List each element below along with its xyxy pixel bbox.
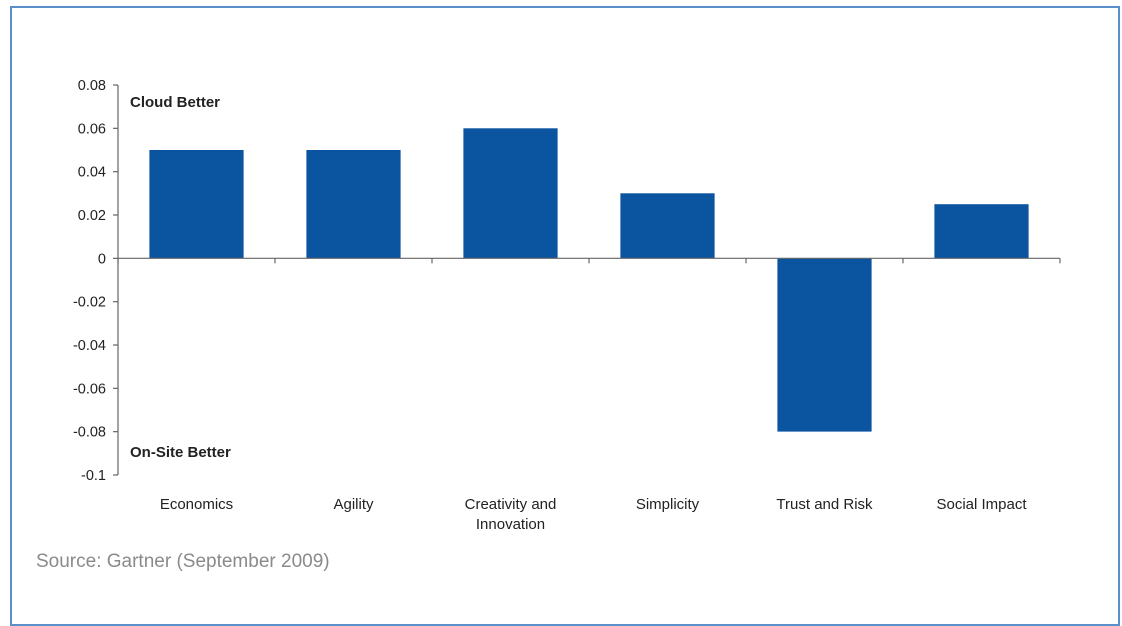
bar-creativity-and-innovation [463, 128, 558, 259]
y-tick-label: -0.04 [73, 338, 106, 354]
x-category-label: Economics [160, 496, 233, 513]
y-tick-label: -0.1 [81, 468, 106, 484]
y-tick-label: -0.08 [73, 425, 106, 441]
chart-frame [10, 6, 1120, 626]
y-tick-label: 0.08 [78, 78, 106, 94]
y-tick-label: 0.06 [78, 121, 106, 137]
x-category-label: Trust and Risk [776, 496, 873, 513]
bar-agility [306, 150, 401, 259]
y-tick-label: -0.02 [73, 295, 106, 311]
x-category-label: Social Impact [936, 496, 1027, 513]
y-tick-label: -0.06 [73, 381, 106, 397]
bar-economics [149, 150, 244, 259]
y-tick-label: 0.04 [78, 165, 106, 181]
annotation-on-site-better: On-Site Better [130, 444, 231, 461]
bar-chart: 0.08 0.06 0.04 0.02 0 -0.02 -0.04 -0.06 -0.08 -0.… [73, 78, 1061, 533]
y-tick-label: 0.02 [78, 208, 106, 224]
annotation-cloud-better: Cloud Better [130, 94, 220, 111]
axes-layer: 0.08 0.06 0.04 0.02 0 -0.02 -0.04 -0.06 -0.08 -0.… [73, 78, 1061, 533]
x-category-label: Simplicity [636, 496, 700, 513]
bar-social-impact [934, 204, 1029, 259]
bar-trust-and-risk [777, 258, 872, 432]
bars-layer [149, 128, 1029, 432]
source-note: Source: Gartner (September 2009) [36, 551, 330, 572]
y-tick-label: 0 [98, 251, 106, 267]
bar-simplicity [620, 193, 715, 259]
x-category-label: Creativity and Innovation [465, 496, 557, 533]
x-category-label: Agility [333, 496, 374, 513]
